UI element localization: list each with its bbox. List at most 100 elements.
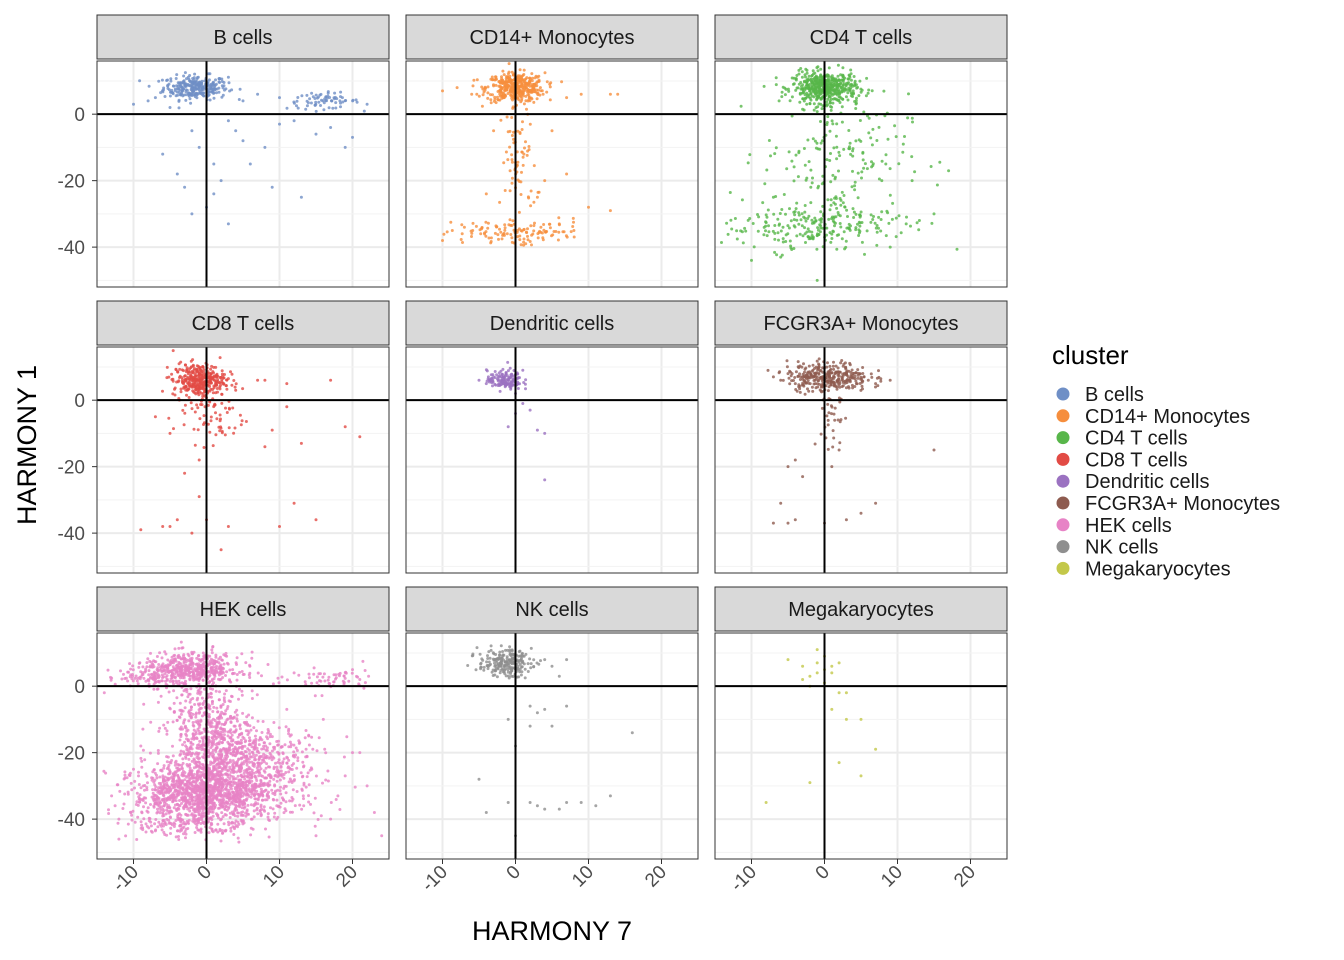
data-point	[230, 88, 234, 92]
facet-strip	[405, 14, 699, 60]
data-point	[231, 406, 235, 410]
data-point	[218, 387, 222, 391]
data-point	[219, 383, 222, 387]
data-point	[278, 525, 281, 528]
data-point	[173, 386, 177, 390]
data-point	[211, 391, 215, 395]
data-point	[166, 776, 170, 780]
data-point	[174, 367, 178, 371]
data-point	[160, 78, 164, 82]
data-point	[764, 213, 768, 217]
data-point	[803, 232, 807, 236]
facet-strip-label: CD4 T cells	[810, 27, 913, 49]
data-point	[177, 362, 181, 366]
data-point	[305, 93, 309, 97]
data-point	[828, 364, 832, 368]
data-point	[266, 663, 270, 666]
data-point	[529, 204, 533, 208]
data-point	[884, 162, 888, 166]
data-point	[810, 230, 814, 234]
data-point	[191, 662, 195, 666]
data-point	[123, 792, 127, 796]
data-point	[548, 82, 552, 86]
data-point	[506, 76, 510, 80]
data-point	[190, 407, 194, 411]
data-point	[208, 98, 212, 102]
data-point	[175, 84, 178, 88]
data-point	[497, 84, 501, 88]
data-point	[826, 97, 830, 101]
data-point	[351, 98, 355, 102]
data-point	[528, 240, 532, 243]
data-point	[528, 82, 532, 86]
data-point	[787, 89, 791, 93]
data-point	[186, 673, 190, 677]
data-point	[520, 150, 524, 154]
data-point	[232, 833, 236, 836]
data-point	[194, 377, 198, 381]
data-point	[170, 372, 174, 376]
data-point	[193, 810, 197, 814]
data-point	[492, 83, 495, 87]
data-point	[275, 798, 279, 802]
data-point	[572, 220, 575, 224]
data-point	[801, 375, 805, 379]
data-point	[263, 378, 267, 382]
data-point	[854, 107, 858, 110]
data-point	[203, 687, 206, 691]
data-point	[178, 83, 182, 87]
data-point	[212, 371, 215, 375]
data-point	[860, 240, 864, 244]
data-point	[510, 134, 514, 137]
data-point	[561, 230, 565, 234]
data-point	[841, 66, 845, 70]
data-point	[842, 230, 846, 234]
data-point	[240, 806, 244, 810]
data-point	[834, 88, 838, 92]
data-point	[805, 91, 809, 95]
data-point	[530, 72, 534, 76]
data-point	[871, 127, 875, 131]
data-point	[855, 96, 858, 100]
data-point	[789, 219, 793, 223]
data-point	[153, 96, 157, 100]
data-point	[817, 184, 820, 188]
data-point	[192, 817, 196, 821]
data-point	[232, 379, 236, 382]
data-point	[189, 83, 193, 87]
data-point	[777, 99, 781, 103]
data-point	[800, 75, 804, 79]
data-point	[492, 375, 496, 379]
data-points	[720, 63, 959, 282]
data-point	[877, 177, 881, 181]
data-point	[146, 810, 150, 814]
data-point	[201, 365, 205, 369]
data-point	[788, 382, 792, 386]
data-point	[248, 676, 252, 679]
data-point	[459, 238, 463, 241]
data-point	[904, 222, 908, 226]
data-point	[510, 176, 514, 180]
data-point	[212, 192, 216, 196]
data-point	[520, 170, 523, 174]
data-point	[837, 150, 841, 154]
data-point	[853, 377, 857, 381]
data-point	[190, 80, 194, 84]
data-point	[519, 243, 523, 247]
data-point	[227, 406, 231, 410]
data-point	[160, 805, 164, 809]
data-point	[518, 68, 522, 72]
data-point	[854, 139, 858, 143]
data-point	[503, 228, 507, 232]
data-point	[211, 814, 215, 818]
data-point	[219, 417, 222, 421]
data-point	[497, 237, 500, 241]
data-point	[229, 680, 233, 684]
data-point	[486, 85, 490, 89]
data-point	[229, 370, 232, 374]
data-point	[526, 227, 529, 231]
data-point	[172, 773, 176, 777]
data-point	[284, 771, 288, 774]
data-point	[812, 220, 816, 224]
data-point	[445, 230, 449, 234]
